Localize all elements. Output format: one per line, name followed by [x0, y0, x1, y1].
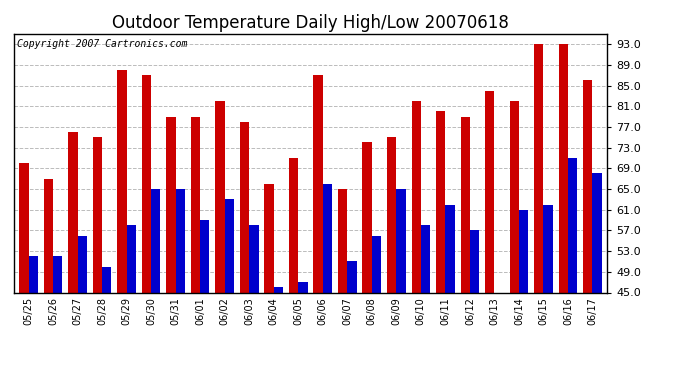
Bar [519, 210, 529, 292]
Bar [68, 132, 77, 292]
Bar [347, 261, 357, 292]
Bar [387, 137, 396, 292]
Bar [92, 137, 102, 292]
Bar [593, 174, 602, 292]
Bar [77, 236, 87, 292]
Bar [225, 200, 234, 292]
Bar [240, 122, 249, 292]
Bar [264, 184, 274, 292]
Bar [166, 117, 176, 292]
Bar [43, 178, 53, 292]
Bar [323, 184, 332, 292]
Bar [436, 111, 445, 292]
Bar [411, 101, 421, 292]
Bar [142, 75, 151, 292]
Bar [396, 189, 406, 292]
Bar [53, 256, 62, 292]
Bar [19, 163, 28, 292]
Bar [544, 204, 553, 292]
Title: Outdoor Temperature Daily High/Low 20070618: Outdoor Temperature Daily High/Low 20070… [112, 14, 509, 32]
Bar [583, 80, 593, 292]
Bar [274, 287, 283, 292]
Bar [191, 117, 200, 292]
Bar [470, 230, 479, 292]
Text: Copyright 2007 Cartronics.com: Copyright 2007 Cartronics.com [17, 39, 187, 49]
Bar [445, 204, 455, 292]
Bar [460, 117, 470, 292]
Bar [568, 158, 578, 292]
Bar [117, 70, 126, 292]
Bar [200, 220, 210, 292]
Bar [28, 256, 38, 292]
Bar [126, 225, 136, 292]
Bar [313, 75, 323, 292]
Bar [338, 189, 347, 292]
Bar [298, 282, 308, 292]
Bar [215, 101, 225, 292]
Bar [249, 225, 259, 292]
Bar [362, 142, 372, 292]
Bar [151, 189, 161, 292]
Bar [289, 158, 298, 292]
Bar [485, 91, 495, 292]
Bar [176, 189, 185, 292]
Bar [559, 44, 568, 292]
Bar [372, 236, 381, 292]
Bar [421, 225, 430, 292]
Bar [534, 44, 544, 292]
Bar [102, 267, 111, 292]
Bar [510, 101, 519, 292]
